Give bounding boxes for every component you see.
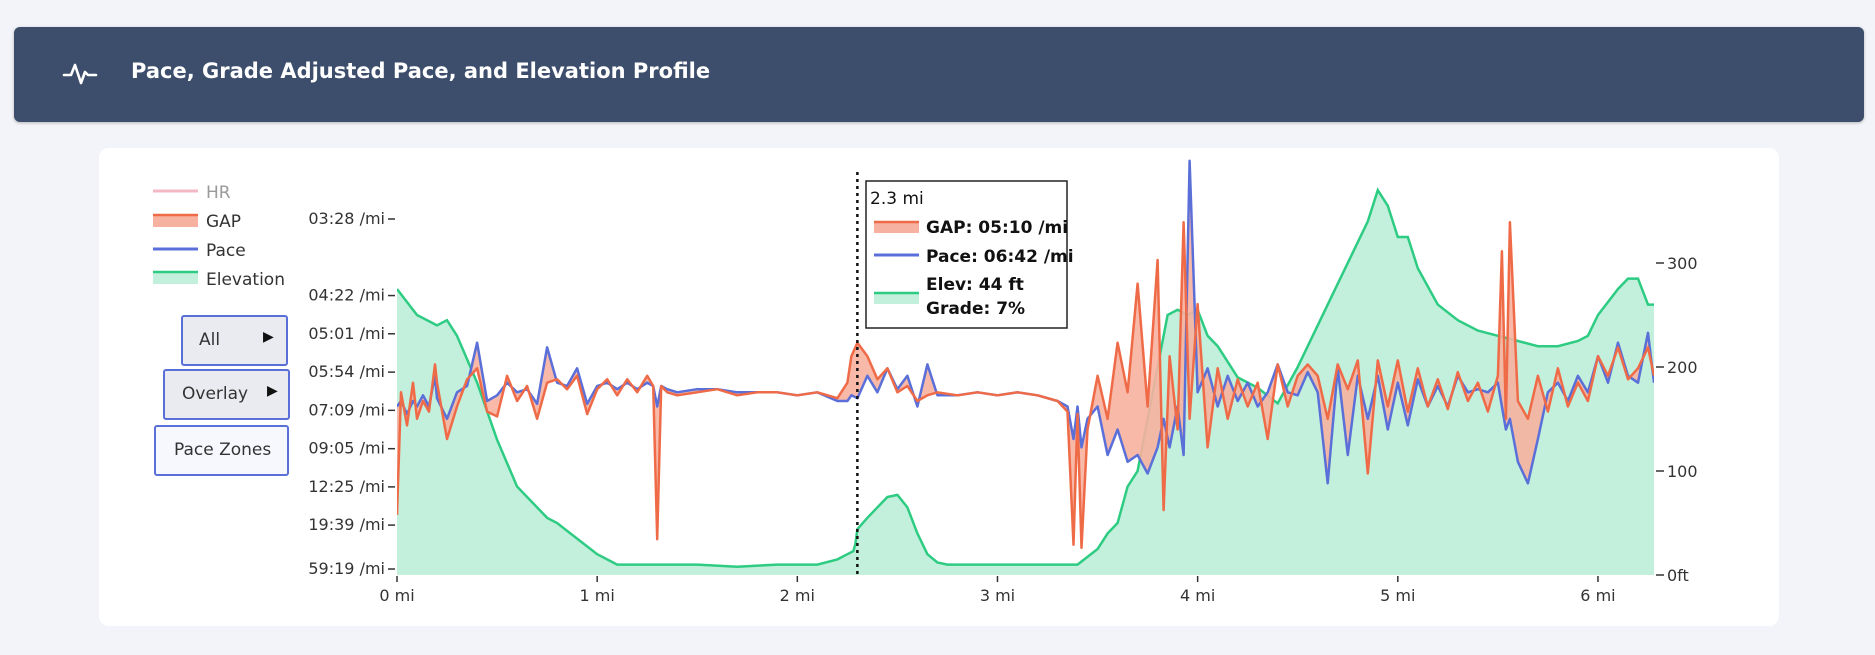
pace-axis: 03:28 /mi 04:22 /mi 05:01 /mi 05:54 /mi 07:0… <box>308 209 395 578</box>
x-tick-label: 6 mi <box>1580 586 1615 605</box>
play-arrow-icon: ▶ <box>267 383 278 399</box>
legend-item-hr[interactable]: HR <box>153 183 231 203</box>
pace-tick-label: 19:39 /mi <box>308 515 385 534</box>
tooltip-elevation: Elev: 44 ft <box>926 275 1024 295</box>
pace-zones-button[interactable]: Pace Zones <box>154 425 289 476</box>
overlay-button[interactable]: Overlay ▶ <box>163 369 290 420</box>
elevation-layer <box>397 187 1654 575</box>
tooltip-grade: Grade: 7% <box>926 299 1025 319</box>
x-tick-label: 4 mi <box>1180 586 1215 605</box>
tooltip-pace: Pace: 06:42 /mi <box>926 247 1074 267</box>
pace-tick-label: 05:54 /mi <box>308 362 385 381</box>
x-tick-label: 5 mi <box>1380 586 1415 605</box>
gap-line <box>397 220 1654 550</box>
pace-tick-label: 04:22 /mi <box>308 286 385 305</box>
hover-tooltip: 2.3 mi GAP: 05:10 /mi Pace: 06:42 /mi El… <box>865 180 1074 329</box>
tooltip-elevation-swatch <box>874 293 919 304</box>
pace-layer <box>397 159 1654 550</box>
pace-line <box>397 159 1654 485</box>
x-tick-label: 0 mi <box>379 586 414 605</box>
pace-tick-label: 05:01 /mi <box>308 324 385 343</box>
pace-tick-label: 03:28 /mi <box>308 209 385 228</box>
pace-tick-label: 12:25 /mi <box>308 477 385 496</box>
legend-item-pace[interactable]: Pace <box>153 241 246 261</box>
pace-zones-button-label: Pace Zones <box>174 440 272 460</box>
legend-label-hr: HR <box>206 183 231 203</box>
elevation-tick-label: 300 <box>1667 254 1698 273</box>
pace-tick-label: 09:05 /mi <box>308 439 385 458</box>
all-button-label: All <box>199 330 221 350</box>
elevation-tick-label: 100 <box>1667 462 1698 481</box>
legend-item-gap[interactable]: GAP <box>153 212 241 232</box>
play-arrow-icon: ▶ <box>263 329 274 345</box>
pace-tick-label: 59:19 /mi <box>308 559 385 578</box>
legend[interactable]: HR GAP Pace Elevation <box>153 183 285 290</box>
elevation-tick-label: 200 <box>1667 358 1698 377</box>
tooltip-title: 2.3 mi <box>870 189 924 209</box>
activity-pulse-icon <box>62 63 98 85</box>
legend-item-elevation[interactable]: Elevation <box>153 270 285 290</box>
tooltip-gap-swatch <box>874 222 919 233</box>
elevation-tick-label: 0ft <box>1667 566 1689 585</box>
x-tick-label: 1 mi <box>580 586 615 605</box>
elevation-area <box>397 190 1654 575</box>
pace-tick-label: 07:09 /mi <box>308 400 385 419</box>
chart-title: Pace, Grade Adjusted Pace, and Elevation… <box>131 59 711 83</box>
legend-label-elevation: Elevation <box>206 270 285 290</box>
legend-label-pace: Pace <box>206 241 246 261</box>
chart-header: Pace, Grade Adjusted Pace, and Elevation… <box>14 27 1864 122</box>
elevation-line <box>397 187 1654 568</box>
x-tick-label: 3 mi <box>980 586 1015 605</box>
x-tick-label: 2 mi <box>780 586 815 605</box>
legend-swatch-elevation <box>153 272 198 284</box>
overlay-button-label: Overlay <box>182 384 249 404</box>
all-button[interactable]: All ▶ <box>181 315 288 366</box>
x-axis: 0 mi 1 mi 2 mi 3 mi 4 mi 5 mi 6 mi <box>379 576 1616 605</box>
legend-label-gap: GAP <box>206 212 241 232</box>
tooltip-gap: GAP: 05:10 /mi <box>926 218 1068 238</box>
elevation-axis: 300 200 100 0ft <box>1656 254 1698 585</box>
legend-swatch-gap <box>153 215 198 227</box>
